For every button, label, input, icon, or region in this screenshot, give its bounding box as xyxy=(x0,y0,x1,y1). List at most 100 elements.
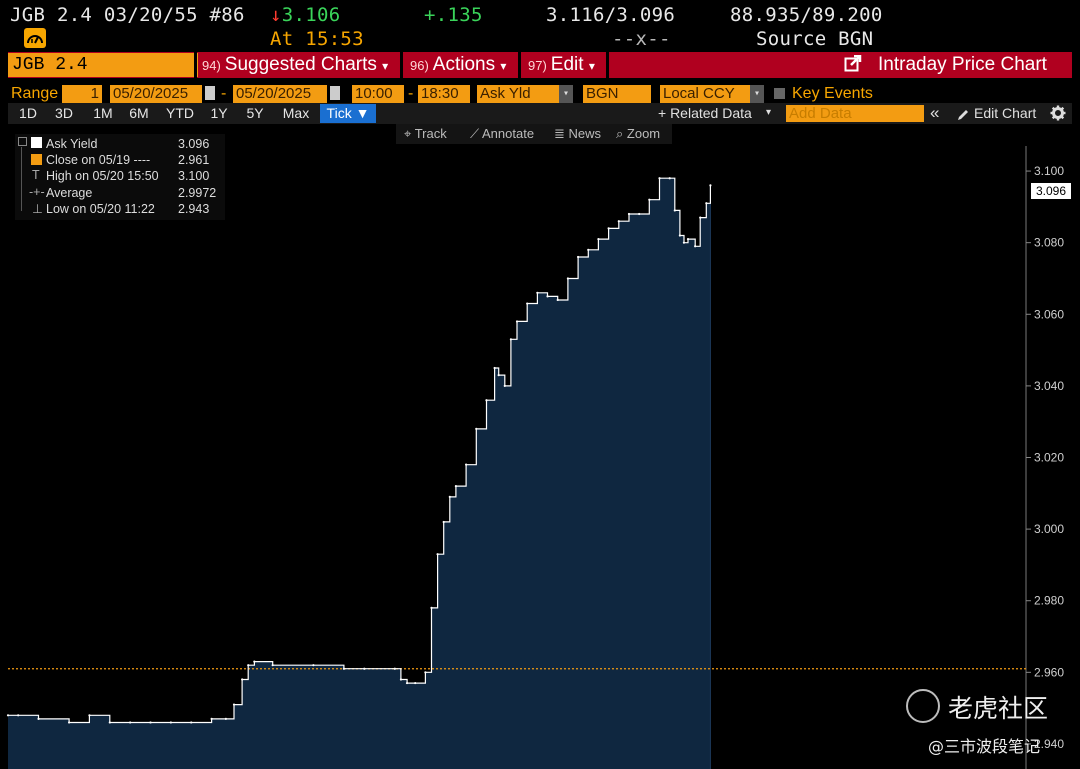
suggested-charts-number: 94) xyxy=(202,58,221,73)
collapse-icon[interactable]: « xyxy=(930,103,940,122)
annotate-tool[interactable]: ⟋ Annotate xyxy=(470,126,534,142)
yield-point xyxy=(515,320,519,323)
yield-point xyxy=(617,220,620,223)
yield-point xyxy=(37,717,40,720)
yield-point xyxy=(668,177,671,180)
period-button-ytd[interactable]: YTD xyxy=(166,105,194,121)
watermark-handle: @三市波段笔记 xyxy=(928,737,1041,756)
related-data-button[interactable]: + Related Data xyxy=(658,105,752,121)
edit-chart-button[interactable]: Edit Chart xyxy=(974,105,1037,121)
period-button-6m[interactable]: 6M xyxy=(129,105,149,121)
low-marker-icon: ⊥ xyxy=(32,202,43,216)
gear-glyph xyxy=(1050,105,1066,121)
chevron-down-icon[interactable]: ▾ xyxy=(559,85,573,103)
yield-point xyxy=(638,212,641,216)
legend-value: 2.943 xyxy=(178,202,210,216)
end-time-input[interactable]: 18:30 xyxy=(418,85,470,103)
yield-point xyxy=(597,237,600,241)
track-tool[interactable]: ⌖ Track xyxy=(404,126,447,142)
calendar-icon[interactable] xyxy=(205,86,215,100)
yield-point xyxy=(88,714,91,717)
last-value: ↓3.106 xyxy=(270,4,340,26)
yield-point xyxy=(556,298,559,302)
period-button-max[interactable]: Max xyxy=(282,105,310,121)
range-value-input[interactable]: 1 xyxy=(62,85,102,103)
period-button-1d[interactable]: 1D xyxy=(19,105,37,121)
yield-point xyxy=(190,721,193,724)
yield-point xyxy=(526,302,529,305)
yield-point xyxy=(454,485,458,488)
period-button-3d[interactable]: 3D xyxy=(55,105,73,121)
calendar-icon[interactable] xyxy=(330,86,340,100)
yield-point xyxy=(253,660,256,663)
yield-point xyxy=(108,721,111,724)
popout-icon[interactable] xyxy=(844,54,862,73)
tick-interval-select[interactable]: Tick ▼ xyxy=(320,104,376,123)
last-value-number: 3.106 xyxy=(281,4,341,26)
yield-point xyxy=(658,177,661,180)
y-tick-label: 3.080 xyxy=(1034,236,1064,250)
ticker-input[interactable]: JGB 2.4 03/20/2055 xyxy=(8,53,198,77)
period-button-5y[interactable]: 5Y xyxy=(246,105,264,121)
yield-point xyxy=(232,703,236,706)
yield-point xyxy=(436,553,439,556)
source-input[interactable]: BGN xyxy=(583,85,651,103)
actions-menu[interactable]: 96) Actions ▾ xyxy=(410,52,506,78)
yield-point xyxy=(312,664,315,667)
period-button-1m[interactable]: 1M xyxy=(93,105,113,121)
yield-area xyxy=(8,178,711,769)
zoom-label: Zoom xyxy=(626,126,661,141)
suggested-charts-menu[interactable]: 94) Suggested Charts ▾ xyxy=(202,52,388,78)
bid-ask-price: 88.935/89.200 xyxy=(730,4,883,26)
y-tick-label: 3.060 xyxy=(1034,307,1064,321)
yield-point xyxy=(682,241,686,244)
bid-ask-yield: 3.116/3.096 xyxy=(546,4,676,26)
speedometer-glyph xyxy=(27,35,43,44)
annotate-label: Annotate xyxy=(482,126,535,141)
news-tool[interactable]: ≣ News xyxy=(554,126,601,142)
yield-point xyxy=(576,255,580,259)
yield-point xyxy=(694,245,697,248)
legend-value: 2.9972 xyxy=(178,186,217,200)
y-tick-label: 2.980 xyxy=(1034,594,1064,608)
yield-point xyxy=(430,606,433,609)
currency-select[interactable]: Local CCY xyxy=(660,85,750,103)
key-events-checkbox[interactable] xyxy=(774,88,785,99)
pencil-glyph xyxy=(958,110,968,120)
start-time-input[interactable]: 10:00 xyxy=(352,85,404,103)
start-date-input[interactable]: 05/20/2025 xyxy=(110,85,202,103)
yield-point xyxy=(503,384,506,387)
end-date-input[interactable]: 05/20/2025 xyxy=(233,85,327,103)
chart-legend xyxy=(15,134,225,220)
edit-number: 97) xyxy=(528,58,547,73)
pricing-source: Source BGN xyxy=(756,28,874,50)
chevron-down-icon[interactable]: ▾ xyxy=(766,107,772,118)
legend-label: Low on 05/20 11:22 xyxy=(46,202,155,216)
header-separator: --x-- xyxy=(612,28,671,50)
zoom-tool[interactable]: ⌕ Zoom xyxy=(616,126,660,142)
yield-point xyxy=(627,212,631,216)
add-data-input[interactable]: Add Data xyxy=(786,105,924,122)
yield-point xyxy=(129,721,132,724)
yield-point xyxy=(709,184,712,187)
legend-label: Ask Yield xyxy=(46,137,98,151)
yield-point xyxy=(448,495,451,498)
chevron-down-icon[interactable]: ▾ xyxy=(750,85,764,103)
yield-point xyxy=(442,520,445,524)
speedometer-icon[interactable] xyxy=(24,28,46,48)
legend-value: 3.096 xyxy=(178,137,210,151)
legend-toggle-icon[interactable] xyxy=(18,137,27,146)
y-tick-label: 3.040 xyxy=(1034,379,1064,393)
gear-icon[interactable] xyxy=(1050,105,1066,121)
close-swatch xyxy=(31,154,42,165)
yield-point xyxy=(247,664,250,667)
field-select[interactable]: Ask Yld xyxy=(477,85,559,103)
yield-point xyxy=(686,237,690,241)
period-button-1y[interactable]: 1Y xyxy=(210,105,228,121)
down-arrow-icon: ↓ xyxy=(270,4,282,26)
yield-point xyxy=(6,714,10,717)
yield-point xyxy=(465,463,468,466)
yield-point xyxy=(607,227,610,230)
edit-menu[interactable]: 97) Edit ▾ xyxy=(528,52,595,78)
